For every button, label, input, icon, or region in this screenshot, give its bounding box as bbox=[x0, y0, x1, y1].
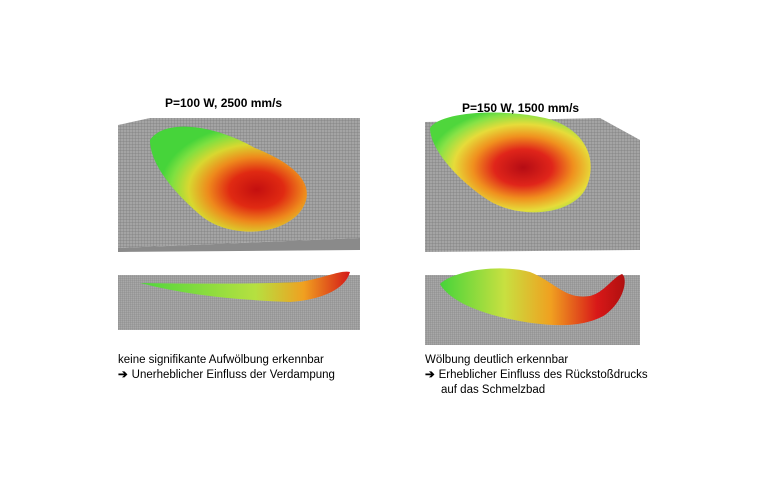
caption-right-line1: Wölbung deutlich erkennbar bbox=[425, 354, 569, 366]
caption-left-line2: Unerheblicher Einfluss der Verdampung bbox=[131, 369, 335, 381]
arrow-icon: ➔ bbox=[118, 369, 128, 381]
melt-pool-right bbox=[430, 112, 591, 213]
cross-section-left bbox=[118, 271, 360, 330]
caption-left: keine signifikante Aufwölbung erkennbar … bbox=[118, 353, 335, 383]
melt-pool-left bbox=[150, 126, 307, 232]
top-view-left bbox=[118, 118, 360, 252]
caption-left-line1: keine signifikante Aufwölbung erkennbar bbox=[118, 354, 324, 366]
arrow-icon: ➔ bbox=[425, 369, 435, 381]
panel-title-right: P=150 W, 1500 mm/s bbox=[462, 101, 580, 115]
top-view-right bbox=[425, 112, 640, 252]
caption-right-line2: Erheblicher Einfluss des Rückstoßdrucks bbox=[438, 369, 648, 381]
cross-section-right bbox=[425, 268, 640, 345]
caption-right-line3: auf das Schmelzbad bbox=[441, 384, 546, 396]
panel-title-left: P=100 W, 2500 mm/s bbox=[165, 96, 283, 110]
melt-cut-left bbox=[140, 271, 350, 302]
melt-cut-right bbox=[440, 268, 625, 326]
caption-right: Wölbung deutlich erkennbar ➔ Erheblicher … bbox=[425, 353, 648, 398]
